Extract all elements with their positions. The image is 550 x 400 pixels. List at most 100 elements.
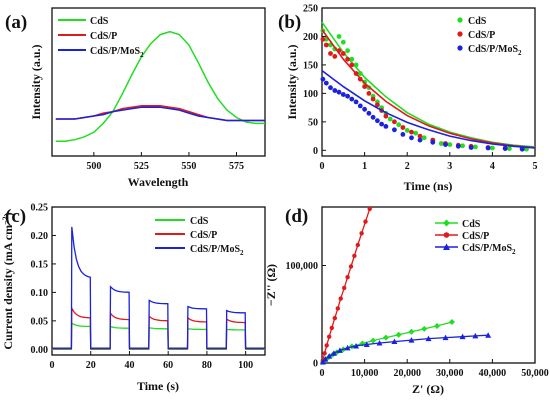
legend-label-cds: CdS xyxy=(90,16,109,27)
y-tick-label: 0.05 xyxy=(31,316,49,327)
data-point xyxy=(404,127,410,133)
x-tick-label: 3 xyxy=(447,161,452,172)
x-tick-label: 5 xyxy=(533,161,538,172)
x-tick-label: 0 xyxy=(50,360,55,371)
panel-c-frame xyxy=(51,206,266,356)
legend-label-cdspmos2: CdS/P/MoS2 xyxy=(462,243,516,256)
legend-label-cds: CdS xyxy=(462,219,481,230)
y-tick-label: 0.00 xyxy=(31,345,49,356)
x-tick-label: 500 xyxy=(86,161,101,172)
data-point xyxy=(363,341,370,347)
panel-a-legend: CdS CdS/P CdS/P/MoS2 xyxy=(58,16,144,59)
legend-label-cdsp: CdS/P xyxy=(190,230,217,241)
legend-marker-cdsp xyxy=(443,232,450,238)
data-point xyxy=(362,106,367,112)
data-point xyxy=(328,85,333,91)
data-point xyxy=(336,34,342,39)
data-point xyxy=(460,143,465,149)
panel-d-legend: CdS CdS/P CdS/P/MoS2 xyxy=(435,219,516,256)
data-point xyxy=(353,99,359,105)
data-point xyxy=(366,91,372,96)
data-point xyxy=(409,129,414,135)
x-tick-label: 2 xyxy=(405,161,410,172)
fit-line-2 xyxy=(321,69,536,149)
data-point xyxy=(430,139,436,145)
panel-c-ylabel: Current density (mA cm−2) xyxy=(1,212,15,349)
panel-a-label: (a) xyxy=(5,12,27,33)
data-point xyxy=(408,337,415,343)
data-point xyxy=(322,356,329,362)
x-tick-label: 20 xyxy=(86,360,96,371)
data-point xyxy=(328,51,333,56)
legend-label-cdsp: CdS/P xyxy=(90,31,117,42)
panel-d-ylabel: −Z'' (Ω) xyxy=(264,264,278,306)
fit-line-0 xyxy=(321,21,536,148)
data-point xyxy=(376,340,383,346)
panel-a: (a) Intensity (a.u.) Wavelength 500 525 55… xyxy=(5,7,266,189)
data-point xyxy=(382,334,389,341)
panel-b-frame xyxy=(321,7,536,157)
data-point xyxy=(485,145,491,151)
data-point xyxy=(332,54,338,59)
data-point xyxy=(370,96,376,102)
data-point xyxy=(323,42,329,48)
series-line-2 xyxy=(52,226,265,349)
data-point xyxy=(413,130,419,136)
y-tick-label: 100,000 xyxy=(286,261,319,272)
data-point xyxy=(421,135,427,141)
series-line-0 xyxy=(52,321,265,350)
data-point xyxy=(338,296,343,301)
panel-a-xlabel: Wavelength xyxy=(128,175,189,189)
data-point xyxy=(335,306,340,311)
data-point xyxy=(357,103,363,109)
data-point xyxy=(396,122,402,128)
x-tick-label: 575 xyxy=(229,161,244,172)
panel-d-label: (d) xyxy=(285,206,308,227)
data-point xyxy=(324,343,329,348)
data-point xyxy=(320,36,326,42)
legend-marker-cdspmos2 xyxy=(443,243,450,250)
x-tick-label: 40,000 xyxy=(479,368,507,379)
x-tick-label: 50,000 xyxy=(521,368,549,379)
panel-c: (c) Current density (mA cm−2) Time (s) 0… xyxy=(1,203,266,393)
data-point xyxy=(340,39,346,45)
data-point xyxy=(370,114,376,120)
data-point xyxy=(340,51,346,56)
x-tick-label: 30,000 xyxy=(436,368,464,379)
y-tick-label: 0 xyxy=(313,146,318,157)
data-point xyxy=(345,56,350,62)
data-point xyxy=(348,264,354,269)
panel-a-frame xyxy=(51,7,266,157)
y-tick-label: 0.15 xyxy=(31,259,49,270)
data-point xyxy=(468,145,474,150)
data-point xyxy=(455,143,461,149)
data-point xyxy=(472,332,479,339)
y-tick-label: 150 xyxy=(303,60,318,71)
data-point xyxy=(375,118,380,124)
data-point xyxy=(345,93,350,99)
legend-label-cdspmos2: CdS/P/MoS2 xyxy=(190,244,244,257)
data-point xyxy=(519,146,525,152)
y-tick-label: 0.20 xyxy=(31,231,49,242)
data-point xyxy=(379,121,384,127)
y-tick-label: 200 xyxy=(303,32,318,43)
data-point xyxy=(392,127,397,133)
panel-d: (d) −Z'' (Ω) Z' (Ω) 0 10,000 20,000 30,000 4… xyxy=(264,206,549,396)
fit-line-1 xyxy=(321,29,536,149)
legend-marker-cdspmos2 xyxy=(457,45,463,51)
x-tick-label: 100 xyxy=(238,360,253,371)
data-point xyxy=(355,242,360,248)
panel-c-ticks: 0 20 40 60 80 100 0.00 0.05 0.10 0.15 0.20 0.25 xyxy=(31,203,254,372)
data-point xyxy=(336,89,342,95)
data-point xyxy=(448,319,455,326)
panel-d-ticks: 0 10,000 20,000 30,000 40,000 50,000 0 100,000 xyxy=(286,261,549,379)
data-point xyxy=(366,110,372,116)
data-point xyxy=(375,102,380,108)
data-point xyxy=(443,142,448,148)
data-point xyxy=(425,335,432,342)
legend-label-cdspmos2: CdS/P/MoS2 xyxy=(90,46,144,59)
x-tick-label: 0 xyxy=(320,368,325,379)
data-point xyxy=(383,113,389,119)
